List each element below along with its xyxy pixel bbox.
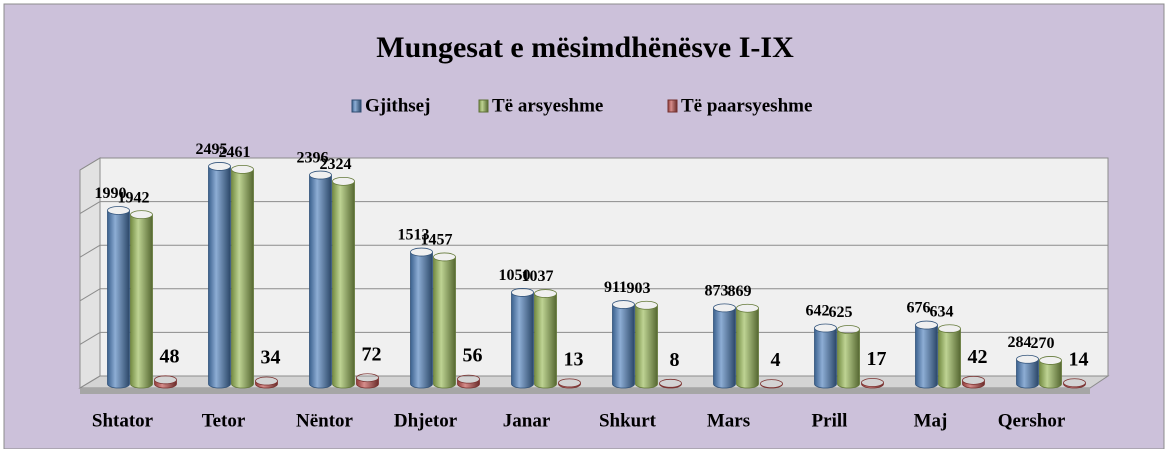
x-tick-label: Qershor — [998, 410, 1066, 431]
value-label: 634 — [930, 303, 954, 320]
x-tick-label: Shtator — [92, 410, 154, 431]
x-tick-label: Shkurt — [599, 410, 657, 431]
value-label: 8 — [670, 349, 680, 371]
value-label: 14 — [1069, 348, 1089, 370]
bar — [231, 165, 254, 389]
chart-title: Mungesat e mësimdhënësve I-IX — [376, 31, 794, 64]
grid-line-side — [79, 331, 101, 345]
value-label: 72 — [362, 343, 382, 365]
x-tick-label: Prill — [812, 410, 848, 431]
grid-line-side — [79, 288, 101, 302]
grid-line-side — [79, 201, 101, 215]
bar — [433, 252, 456, 389]
value-label: 1037 — [522, 268, 554, 285]
value-label: 869 — [728, 283, 752, 300]
bar — [356, 373, 379, 389]
legend-swatch — [351, 99, 362, 113]
legend-label: Të arsyeshme — [492, 95, 603, 116]
value-label: 270 — [1031, 335, 1055, 352]
value-label: 4 — [771, 349, 781, 371]
value-label: 625 — [829, 304, 853, 321]
x-tick-label: Dhjetor — [394, 410, 458, 431]
value-label: 13 — [564, 348, 584, 370]
legend-label: Të paarsyeshme — [681, 95, 812, 116]
bar — [332, 176, 355, 389]
bar — [612, 300, 635, 389]
bar — [760, 379, 783, 389]
bar — [534, 289, 557, 389]
value-label: 2324 — [320, 156, 352, 173]
value-label: 48 — [160, 345, 180, 367]
x-tick-label: Tetor — [202, 410, 246, 431]
value-label: 873 — [705, 283, 729, 300]
bar — [1063, 378, 1086, 389]
value-label: 1050 — [499, 267, 531, 284]
value-label: 34 — [261, 347, 281, 369]
value-label: 284 — [1008, 334, 1032, 351]
bar — [309, 170, 332, 389]
bar — [938, 324, 961, 389]
bar — [208, 162, 231, 389]
value-label: 56 — [463, 345, 483, 367]
x-tick-label: Maj — [914, 410, 948, 431]
legend-swatch — [478, 99, 489, 113]
x-tick-label: Nëntor — [296, 410, 354, 431]
grid-line-side — [79, 157, 101, 171]
value-label: 911 — [604, 279, 627, 296]
bar — [713, 303, 736, 389]
bar — [659, 378, 682, 389]
bar — [154, 375, 177, 389]
bar — [130, 210, 153, 389]
value-label: 2396 — [297, 150, 329, 167]
value-label: 1457 — [421, 232, 453, 249]
value-label: 903 — [627, 280, 651, 297]
bar — [1016, 354, 1039, 389]
bar — [558, 378, 581, 389]
bar — [107, 206, 130, 389]
value-label: 642 — [806, 303, 830, 320]
value-label: 17 — [867, 348, 887, 370]
bar — [511, 288, 534, 389]
value-label: 1513 — [398, 227, 430, 244]
bar — [962, 375, 985, 389]
bar — [255, 376, 278, 389]
legend-label: Gjithsej — [365, 95, 430, 116]
value-label: 2495 — [196, 141, 228, 158]
bar — [1039, 356, 1062, 389]
bar — [861, 378, 884, 389]
bar — [736, 303, 759, 389]
value-label: 1942 — [118, 189, 150, 206]
x-tick-label: Janar — [503, 410, 551, 431]
value-label: 42 — [968, 346, 988, 368]
value-label: 1990 — [95, 185, 127, 202]
bar — [814, 323, 837, 389]
legend-swatch — [667, 99, 678, 113]
grid-line-side — [79, 375, 101, 389]
x-tick-label: Mars — [707, 410, 750, 431]
bar — [410, 247, 433, 389]
bar — [837, 325, 860, 389]
value-label: 2461 — [219, 144, 251, 161]
bar — [457, 374, 480, 389]
grid-line-side — [79, 244, 101, 258]
floor-edge — [80, 388, 1090, 394]
bar — [635, 300, 658, 389]
bar — [915, 320, 938, 389]
value-label: 676 — [907, 300, 931, 317]
